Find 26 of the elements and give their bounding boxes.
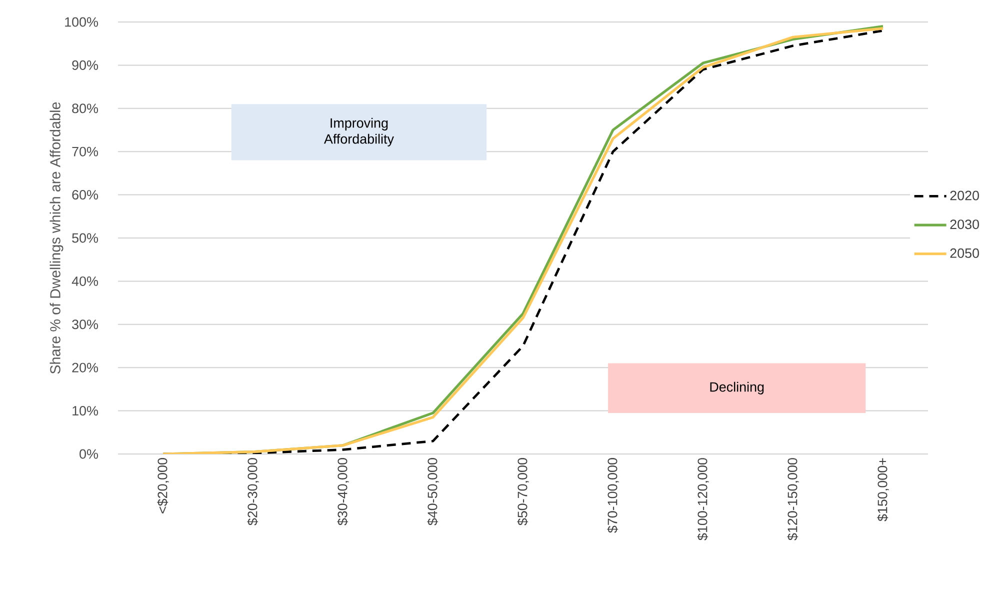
x-tick-label: $30-40,000 [337, 458, 349, 526]
x-tick-label: <$20,000 [157, 458, 169, 514]
x-tick-label: $120-150,000 [787, 458, 799, 540]
x-tick-label: $70-100,000 [607, 458, 619, 533]
x-tick-label: $50-70,000 [517, 458, 529, 526]
legend-label: 2050 [950, 248, 979, 258]
y-tick-label: 30% [72, 320, 98, 330]
y-axis-title: Share % of Dwellings which are Affordable [50, 102, 64, 374]
y-tick-label: 10% [72, 406, 98, 416]
y-tick-label: 40% [72, 276, 98, 286]
y-tick-label: 20% [72, 362, 98, 372]
y-tick-label: 100% [65, 17, 98, 27]
y-tick-label: 0% [80, 449, 98, 459]
x-tick-label: $150,000+ [877, 458, 889, 522]
annotation: Declining [710, 382, 764, 394]
y-tick-label: 90% [72, 60, 98, 70]
x-tick-label: $20-30,000 [247, 458, 259, 526]
y-tick-label: 70% [72, 146, 98, 156]
y-tick-label: 80% [72, 104, 98, 114]
y-tick-label: 50% [72, 233, 98, 243]
annotation: Improving Affordability [324, 118, 394, 146]
legend-label: 2030 [950, 220, 979, 230]
legend-label: 2020 [950, 190, 979, 200]
y-tick-label: 60% [72, 190, 98, 200]
x-tick-label: $100-120,000 [697, 458, 709, 540]
x-tick-label: $40-50,000 [427, 458, 439, 526]
